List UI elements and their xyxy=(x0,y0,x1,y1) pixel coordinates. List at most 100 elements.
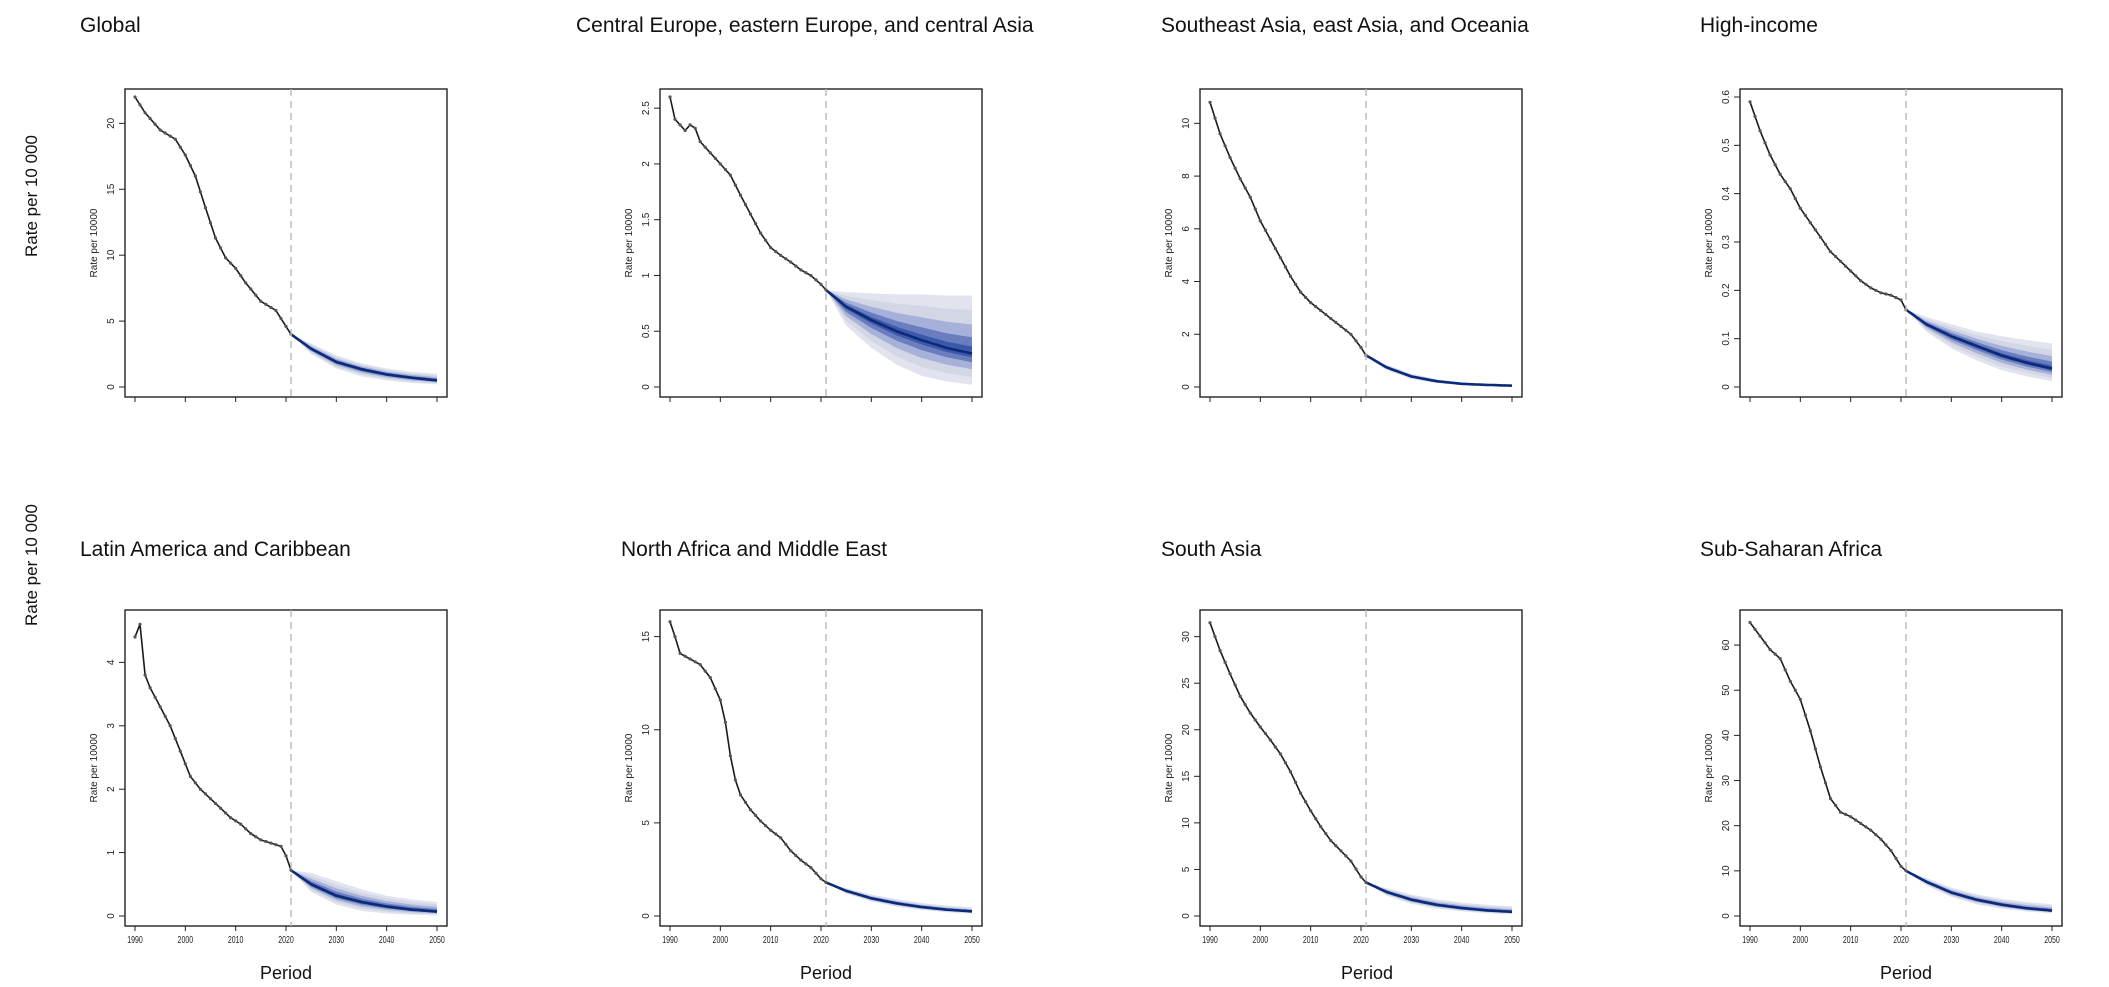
panel-title-southeast-asia: Southeast Asia, east Asia, and Oceania xyxy=(1161,14,1529,37)
x-tick-label: 2010 xyxy=(228,934,244,946)
y-tick-label: 0 xyxy=(1181,913,1192,919)
history-point xyxy=(1768,648,1772,652)
forecast-band-2 xyxy=(1906,870,2052,912)
history-point xyxy=(1844,812,1848,817)
history-point xyxy=(1778,172,1782,176)
history-point xyxy=(213,801,218,806)
history-point xyxy=(1253,718,1257,722)
history-point xyxy=(284,854,288,858)
history-point xyxy=(693,660,697,664)
y-tick-label: 0.1 xyxy=(1721,331,1732,345)
history-point xyxy=(168,724,172,728)
history-point xyxy=(688,657,692,661)
forecast-band-2 xyxy=(826,882,972,913)
forecast-band-4 xyxy=(826,290,972,358)
history-point xyxy=(743,800,748,805)
history-line xyxy=(134,624,292,871)
history-point xyxy=(809,866,813,870)
history-point xyxy=(1808,221,1812,225)
x-tick-label: 2040 xyxy=(1454,934,1470,946)
history-point xyxy=(1233,166,1237,170)
history-point xyxy=(1263,731,1267,736)
history-point xyxy=(254,293,258,297)
history-point xyxy=(748,212,753,216)
history-point xyxy=(1359,345,1363,350)
history-point xyxy=(759,819,763,823)
y-tick-label: 6 xyxy=(1181,226,1192,232)
history-point xyxy=(1248,711,1252,715)
y-tick-label: 5 xyxy=(1181,866,1192,872)
forecast-band-3 xyxy=(1366,882,1512,913)
y-axis-label: Rate per 10000 xyxy=(89,208,100,277)
x-tick-label: 2020 xyxy=(1353,934,1369,946)
y-tick-label: 15 xyxy=(641,631,652,643)
history-point xyxy=(183,762,187,766)
history-point xyxy=(1233,683,1237,687)
history-point xyxy=(703,145,707,149)
history-point xyxy=(1758,129,1762,133)
history-point xyxy=(1349,859,1353,863)
history-point xyxy=(1339,849,1343,853)
history-point xyxy=(673,635,677,639)
history-point xyxy=(809,273,813,278)
history-point xyxy=(713,687,717,691)
history-point xyxy=(289,868,293,872)
history-point xyxy=(183,153,187,157)
forecast-band-1 xyxy=(1906,870,2052,913)
history-point xyxy=(1788,679,1792,683)
history-point xyxy=(143,673,147,677)
x-tick-label: 2040 xyxy=(914,934,930,946)
history-point xyxy=(1294,780,1298,785)
history-point xyxy=(769,246,773,250)
history-point xyxy=(733,183,738,187)
y-tick-label: 2 xyxy=(641,161,652,167)
x-tick-label: 2030 xyxy=(864,934,880,946)
history-point xyxy=(1243,186,1247,190)
y-axis-label: Rate per 10000 xyxy=(89,733,100,802)
history-point xyxy=(1258,219,1262,223)
history-point xyxy=(1773,652,1777,656)
history-line xyxy=(134,96,292,335)
y-tick-label: 10 xyxy=(1721,865,1732,877)
history-point xyxy=(794,264,798,268)
history-point xyxy=(754,222,758,226)
history-point xyxy=(1344,854,1348,858)
history-point xyxy=(1874,288,1878,292)
history-point xyxy=(1808,729,1812,733)
forecast-line xyxy=(290,333,438,382)
history-point xyxy=(673,117,677,121)
history-point xyxy=(133,635,137,639)
history-point xyxy=(799,858,803,862)
history-point xyxy=(764,824,768,828)
history-point xyxy=(784,842,788,846)
history-point xyxy=(1258,725,1262,729)
forecast-line xyxy=(1365,881,1513,914)
history-point xyxy=(723,167,728,172)
panel-title-sub-saharan: Sub-Saharan Africa xyxy=(1700,538,1883,561)
y-tick-label: 25 xyxy=(1181,677,1192,689)
y-tick-label: 3 xyxy=(106,723,117,729)
y-axis-label: Rate per 10000 xyxy=(624,208,635,277)
history-point xyxy=(178,145,182,149)
history-point xyxy=(819,282,823,286)
history-point xyxy=(804,862,808,866)
y-tick-label: 1 xyxy=(641,272,652,278)
history-point xyxy=(1753,627,1757,631)
y-tick-label: 15 xyxy=(106,183,117,195)
forecast-line xyxy=(1365,354,1513,387)
history-point xyxy=(138,622,142,626)
history-point xyxy=(1314,305,1318,309)
history-point xyxy=(1803,213,1807,217)
history-point xyxy=(1223,660,1227,664)
history-point xyxy=(1218,649,1222,653)
history-point xyxy=(678,123,682,127)
history-point xyxy=(1763,641,1767,645)
history-point xyxy=(1854,818,1858,822)
history-point xyxy=(1869,828,1873,832)
history-point xyxy=(1854,274,1858,278)
history-point xyxy=(1288,274,1293,278)
history-point xyxy=(219,246,223,250)
history-point xyxy=(1879,837,1883,841)
